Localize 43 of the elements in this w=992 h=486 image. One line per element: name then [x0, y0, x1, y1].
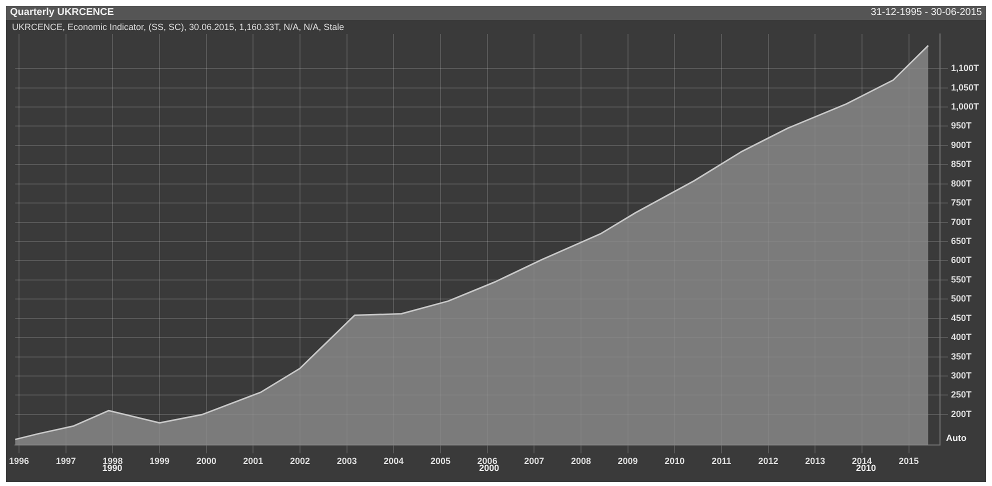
x-tick-label: 2002	[290, 456, 310, 466]
x-tick-label: 2003	[336, 456, 357, 466]
x-tick-label: 2007	[524, 456, 544, 466]
x-tick-label: 2000	[196, 456, 216, 466]
y-tick-label: 550T	[950, 274, 972, 284]
chart-title: Quarterly UKRCENCE	[10, 7, 114, 18]
x-tick-label: 2015	[898, 456, 919, 466]
y-tick-label: 250T	[950, 390, 972, 400]
y-tick-label: 500T	[950, 294, 972, 304]
y-tick-label: 450T	[950, 312, 972, 323]
x-tick-label: 2004	[384, 456, 404, 466]
x-tick-label: 1999	[150, 456, 170, 466]
y-tick-label: 1,050T	[950, 82, 980, 92]
y-tick-label: 950T	[950, 120, 972, 131]
y-tick-label: 600T	[950, 255, 972, 266]
x-tick-label: 1997	[56, 456, 76, 466]
y-tick-label: 900T	[950, 140, 972, 150]
y-tick-label: 800T	[950, 178, 972, 188]
y-tick-label: 750T	[950, 198, 972, 208]
y-tick-label: 650T	[950, 236, 972, 246]
text: Auto	[946, 433, 967, 444]
chart-subtitle: UKRCENCE, Economic Indicator, (SS, SC), 30.06.2015, 1,160.33T, N/A, N/A, Stale	[12, 22, 344, 32]
y-tick-label: 1,100T	[950, 63, 980, 74]
y-tick-label: 400T	[950, 332, 972, 342]
x-tick-label: 2012	[758, 456, 778, 466]
x-tick-label: 2008	[570, 456, 591, 466]
text: 31-12-1995 - 30-06-2015	[870, 6, 982, 20]
x-tick-label: 2011	[712, 456, 732, 466]
x-tick-label: 2010	[664, 456, 685, 466]
y-tick-label: 700T	[950, 216, 972, 227]
y-tick-label: 350T	[950, 351, 972, 362]
text: 1990	[102, 463, 122, 474]
text: 2010	[856, 463, 876, 474]
y-tick-label: 200T	[950, 408, 972, 419]
text: 2000	[479, 463, 500, 474]
x-tick-label: 2001	[243, 456, 264, 466]
y-tick-label: 300T	[950, 370, 972, 381]
y-tick-label: 850T	[950, 159, 972, 170]
x-tick-label: 2013	[805, 456, 826, 466]
y-tick-label: 1,000T	[950, 102, 980, 112]
x-tick-label: 1996	[9, 456, 30, 466]
x-tick-label: 2005	[430, 456, 450, 466]
x-tick-label: 2009	[618, 456, 638, 466]
